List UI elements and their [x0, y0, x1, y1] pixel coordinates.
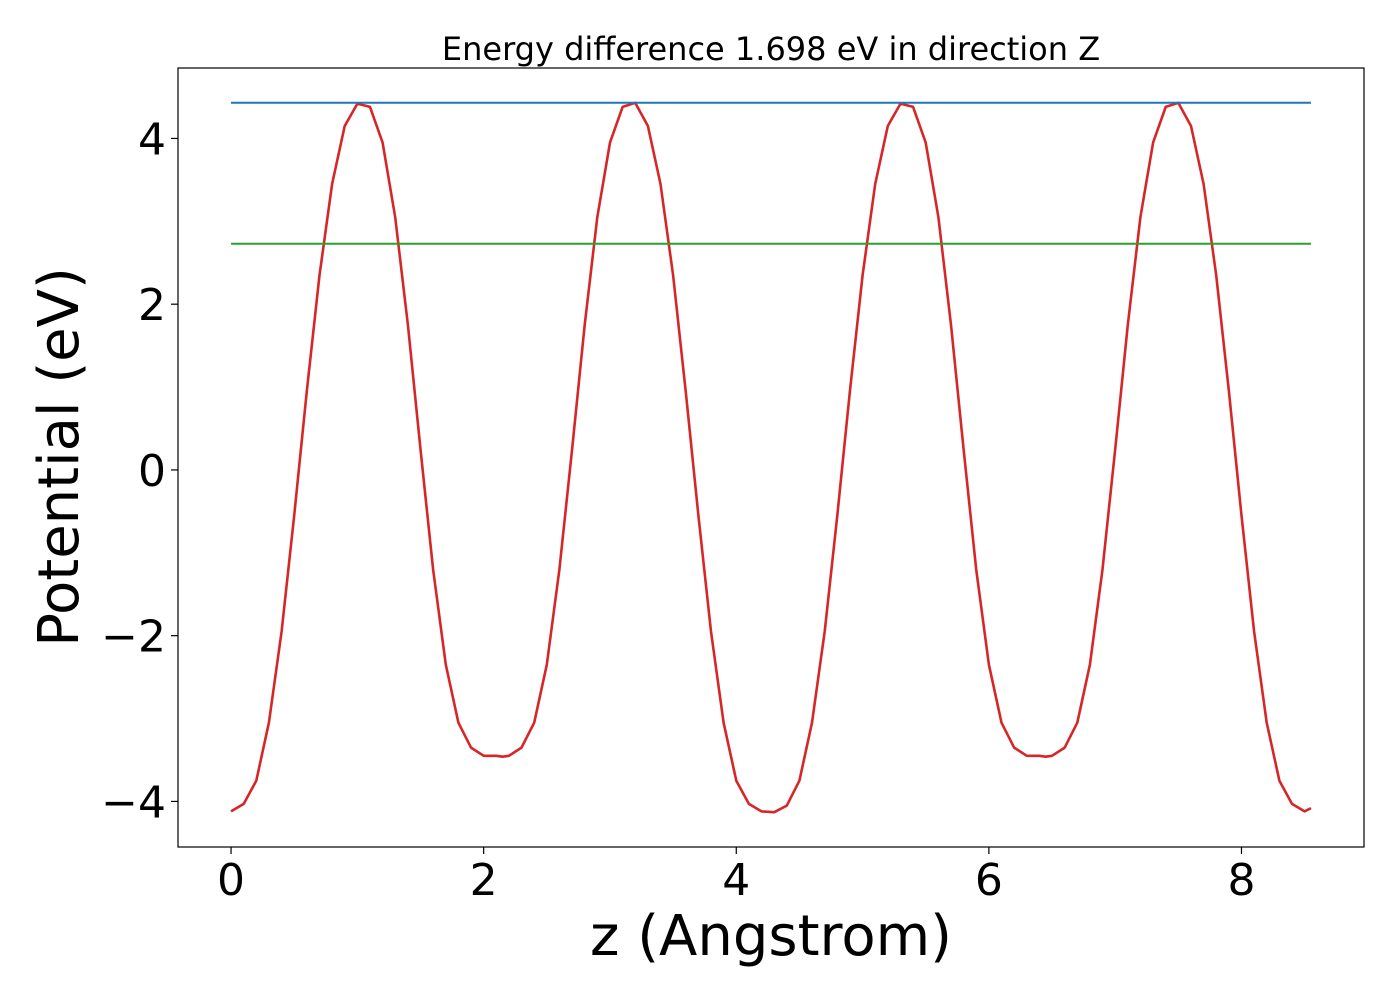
x-tick-label: 2 — [470, 855, 498, 906]
chart-title: Energy difference 1.698 eV in direction … — [442, 30, 1100, 68]
y-tick-label: 0 — [138, 446, 166, 497]
x-tick-label: 6 — [975, 855, 1003, 906]
x-tick-label: 4 — [722, 855, 750, 906]
potential-curve — [230, 101, 1312, 814]
x-tick-label: 8 — [1227, 855, 1255, 906]
y-axis-label: Potential (eV) — [27, 267, 92, 647]
x-tick-label: 0 — [217, 855, 245, 906]
y-tick-label: −2 — [101, 612, 166, 663]
y-tick-label: 4 — [138, 114, 166, 165]
axis-ticks: 0 2 4 6 8 −4 −2 0 2 4 — [101, 114, 1255, 906]
y-tick-label: −4 — [101, 777, 166, 828]
x-axis-label: z (Angstrom) — [590, 904, 952, 969]
y-tick-label: 2 — [138, 280, 166, 331]
axes-frame — [177, 67, 1365, 848]
plot-area — [230, 101, 1312, 814]
